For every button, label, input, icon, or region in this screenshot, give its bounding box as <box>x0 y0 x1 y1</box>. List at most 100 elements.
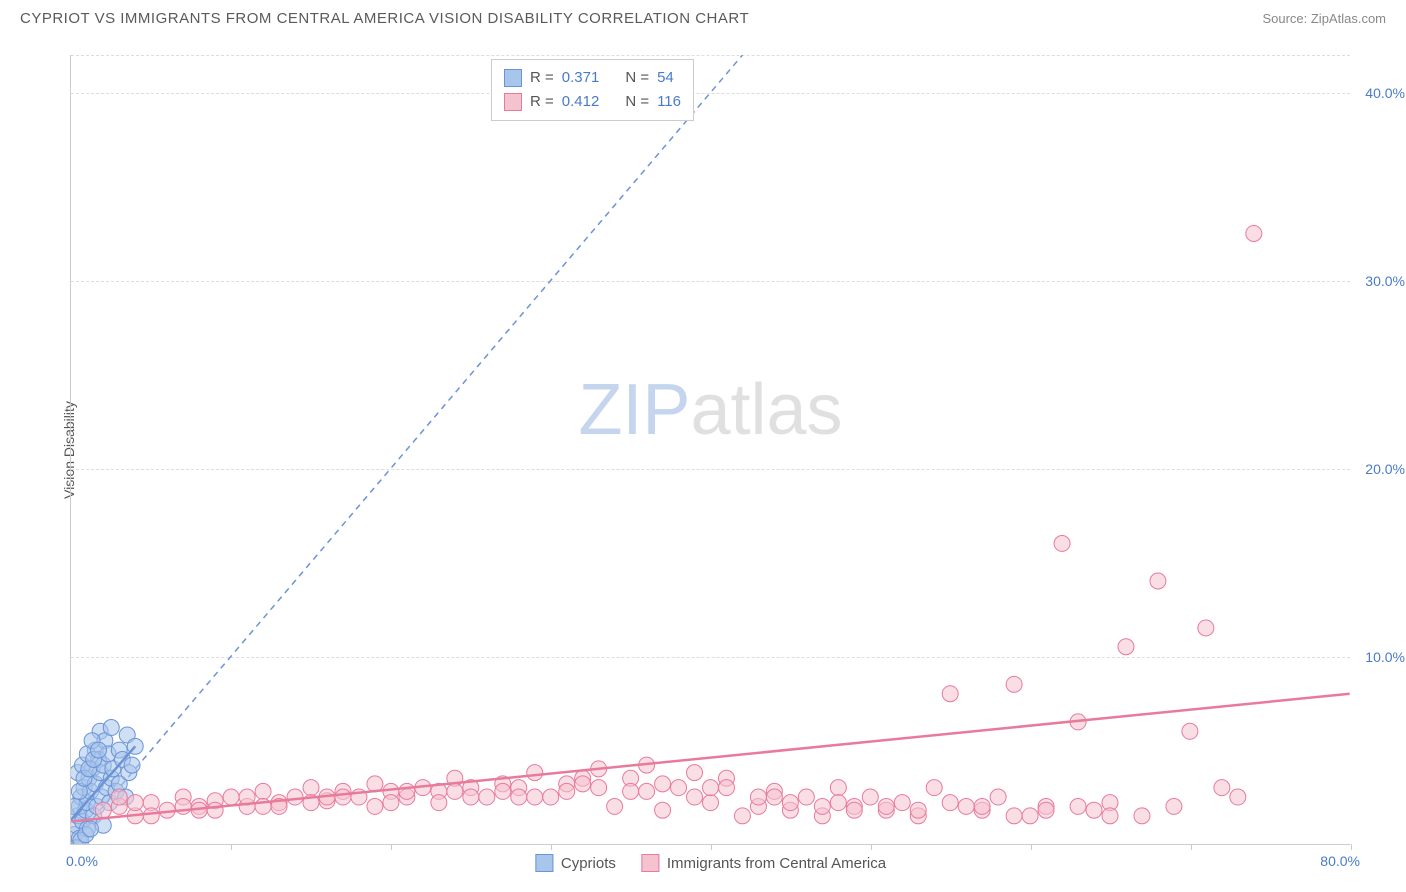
stats-row-1: R = 0.371 N = 54 <box>504 66 681 90</box>
plot-svg <box>71 55 1350 844</box>
scatter-point-immigrants <box>111 789 127 805</box>
x-origin-label: 0.0% <box>66 853 98 869</box>
scatter-point-immigrants <box>1006 808 1022 824</box>
n-label-1: N = <box>625 66 649 90</box>
y-tick-label: 40.0% <box>1365 85 1405 101</box>
scatter-point-immigrants <box>894 795 910 811</box>
diagonal-reference-line <box>71 55 742 844</box>
legend-item-immigrants: Immigrants from Central America <box>641 854 886 872</box>
scatter-point-immigrants <box>559 783 575 799</box>
scatter-point-immigrants <box>207 802 223 818</box>
scatter-point-immigrants <box>1150 573 1166 589</box>
scatter-point-immigrants <box>718 780 734 796</box>
scatter-point-immigrants <box>1246 225 1262 241</box>
scatter-point-immigrants <box>1134 808 1150 824</box>
r-label-2: R = <box>530 90 554 114</box>
x-tick-mark <box>711 844 712 850</box>
scatter-point-immigrants <box>958 798 974 814</box>
scatter-point-immigrants <box>830 780 846 796</box>
scatter-point-immigrants <box>1022 808 1038 824</box>
scatter-point-cypriots <box>90 742 106 758</box>
swatch-cypriots <box>504 69 522 87</box>
scatter-point-immigrants <box>591 780 607 796</box>
scatter-point-immigrants <box>223 789 239 805</box>
legend-swatch-cypriots <box>535 854 553 872</box>
scatter-point-immigrants <box>287 789 303 805</box>
scatter-point-immigrants <box>814 798 830 814</box>
scatter-point-immigrants <box>367 798 383 814</box>
y-tick-label: 30.0% <box>1365 273 1405 289</box>
scatter-point-immigrants <box>766 789 782 805</box>
scatter-point-immigrants <box>910 802 926 818</box>
scatter-point-immigrants <box>383 795 399 811</box>
scatter-point-immigrants <box>1006 676 1022 692</box>
scatter-point-immigrants <box>942 795 958 811</box>
scatter-point-immigrants <box>655 776 671 792</box>
chart-container: Vision Disability ZIPatlas R = 0.371 N =… <box>50 55 1350 845</box>
scatter-point-immigrants <box>1166 798 1182 814</box>
scatter-point-immigrants <box>527 789 543 805</box>
scatter-point-immigrants <box>1214 780 1230 796</box>
scatter-point-immigrants <box>623 783 639 799</box>
scatter-point-immigrants <box>703 795 719 811</box>
scatter-point-immigrants <box>543 789 559 805</box>
scatter-point-immigrants <box>798 789 814 805</box>
scatter-point-immigrants <box>750 789 766 805</box>
scatter-point-immigrants <box>671 780 687 796</box>
scatter-point-immigrants <box>399 783 415 799</box>
scatter-point-immigrants <box>703 780 719 796</box>
scatter-point-immigrants <box>687 765 703 781</box>
scatter-point-immigrants <box>1070 798 1086 814</box>
scatter-point-immigrants <box>1118 639 1134 655</box>
scatter-point-immigrants <box>335 789 351 805</box>
scatter-point-immigrants <box>926 780 942 796</box>
x-tick-label: 80.0% <box>1320 853 1360 869</box>
scatter-point-immigrants <box>782 795 798 811</box>
scatter-point-immigrants <box>862 789 878 805</box>
x-tick-mark <box>391 844 392 850</box>
x-tick-mark <box>871 844 872 850</box>
scatter-point-immigrants <box>830 795 846 811</box>
r-label-1: R = <box>530 66 554 90</box>
scatter-point-immigrants <box>255 783 271 799</box>
scatter-point-immigrants <box>846 802 862 818</box>
scatter-point-immigrants <box>687 789 703 805</box>
scatter-point-immigrants <box>479 789 495 805</box>
scatter-point-immigrants <box>511 789 527 805</box>
r-value-2: 0.412 <box>562 90 600 114</box>
scatter-point-immigrants <box>974 798 990 814</box>
scatter-point-immigrants <box>942 686 958 702</box>
stats-row-2: R = 0.412 N = 116 <box>504 90 681 114</box>
scatter-point-immigrants <box>95 802 111 818</box>
scatter-point-immigrants <box>495 783 511 799</box>
x-tick-mark <box>1031 844 1032 850</box>
n-label-2: N = <box>625 90 649 114</box>
source-attribution: Source: ZipAtlas.com <box>1262 11 1386 26</box>
scatter-point-immigrants <box>1182 723 1198 739</box>
scatter-point-immigrants <box>431 795 447 811</box>
scatter-point-immigrants <box>1102 808 1118 824</box>
chart-title: CYPRIOT VS IMMIGRANTS FROM CENTRAL AMERI… <box>20 10 749 27</box>
scatter-point-immigrants <box>463 789 479 805</box>
x-tick-mark <box>1191 844 1192 850</box>
scatter-point-immigrants <box>303 780 319 796</box>
scatter-point-immigrants <box>1054 535 1070 551</box>
scatter-point-immigrants <box>655 802 671 818</box>
plot-area: ZIPatlas R = 0.371 N = 54 R = 0.412 N = … <box>70 55 1350 845</box>
legend-swatch-immigrants <box>641 854 659 872</box>
x-tick-mark <box>1351 844 1352 850</box>
scatter-point-immigrants <box>878 798 894 814</box>
legend-item-cypriots: Cypriots <box>535 854 616 872</box>
n-value-1: 54 <box>657 66 674 90</box>
legend-label-cypriots: Cypriots <box>561 855 616 872</box>
scatter-point-immigrants <box>639 783 655 799</box>
scatter-point-immigrants <box>1198 620 1214 636</box>
x-tick-mark <box>231 844 232 850</box>
scatter-point-cypriots <box>124 757 140 773</box>
scatter-point-immigrants <box>1038 802 1054 818</box>
scatter-point-immigrants <box>1230 789 1246 805</box>
scatter-point-immigrants <box>127 795 143 811</box>
scatter-point-immigrants <box>734 808 750 824</box>
scatter-point-cypriots <box>82 821 98 837</box>
scatter-point-immigrants <box>527 765 543 781</box>
